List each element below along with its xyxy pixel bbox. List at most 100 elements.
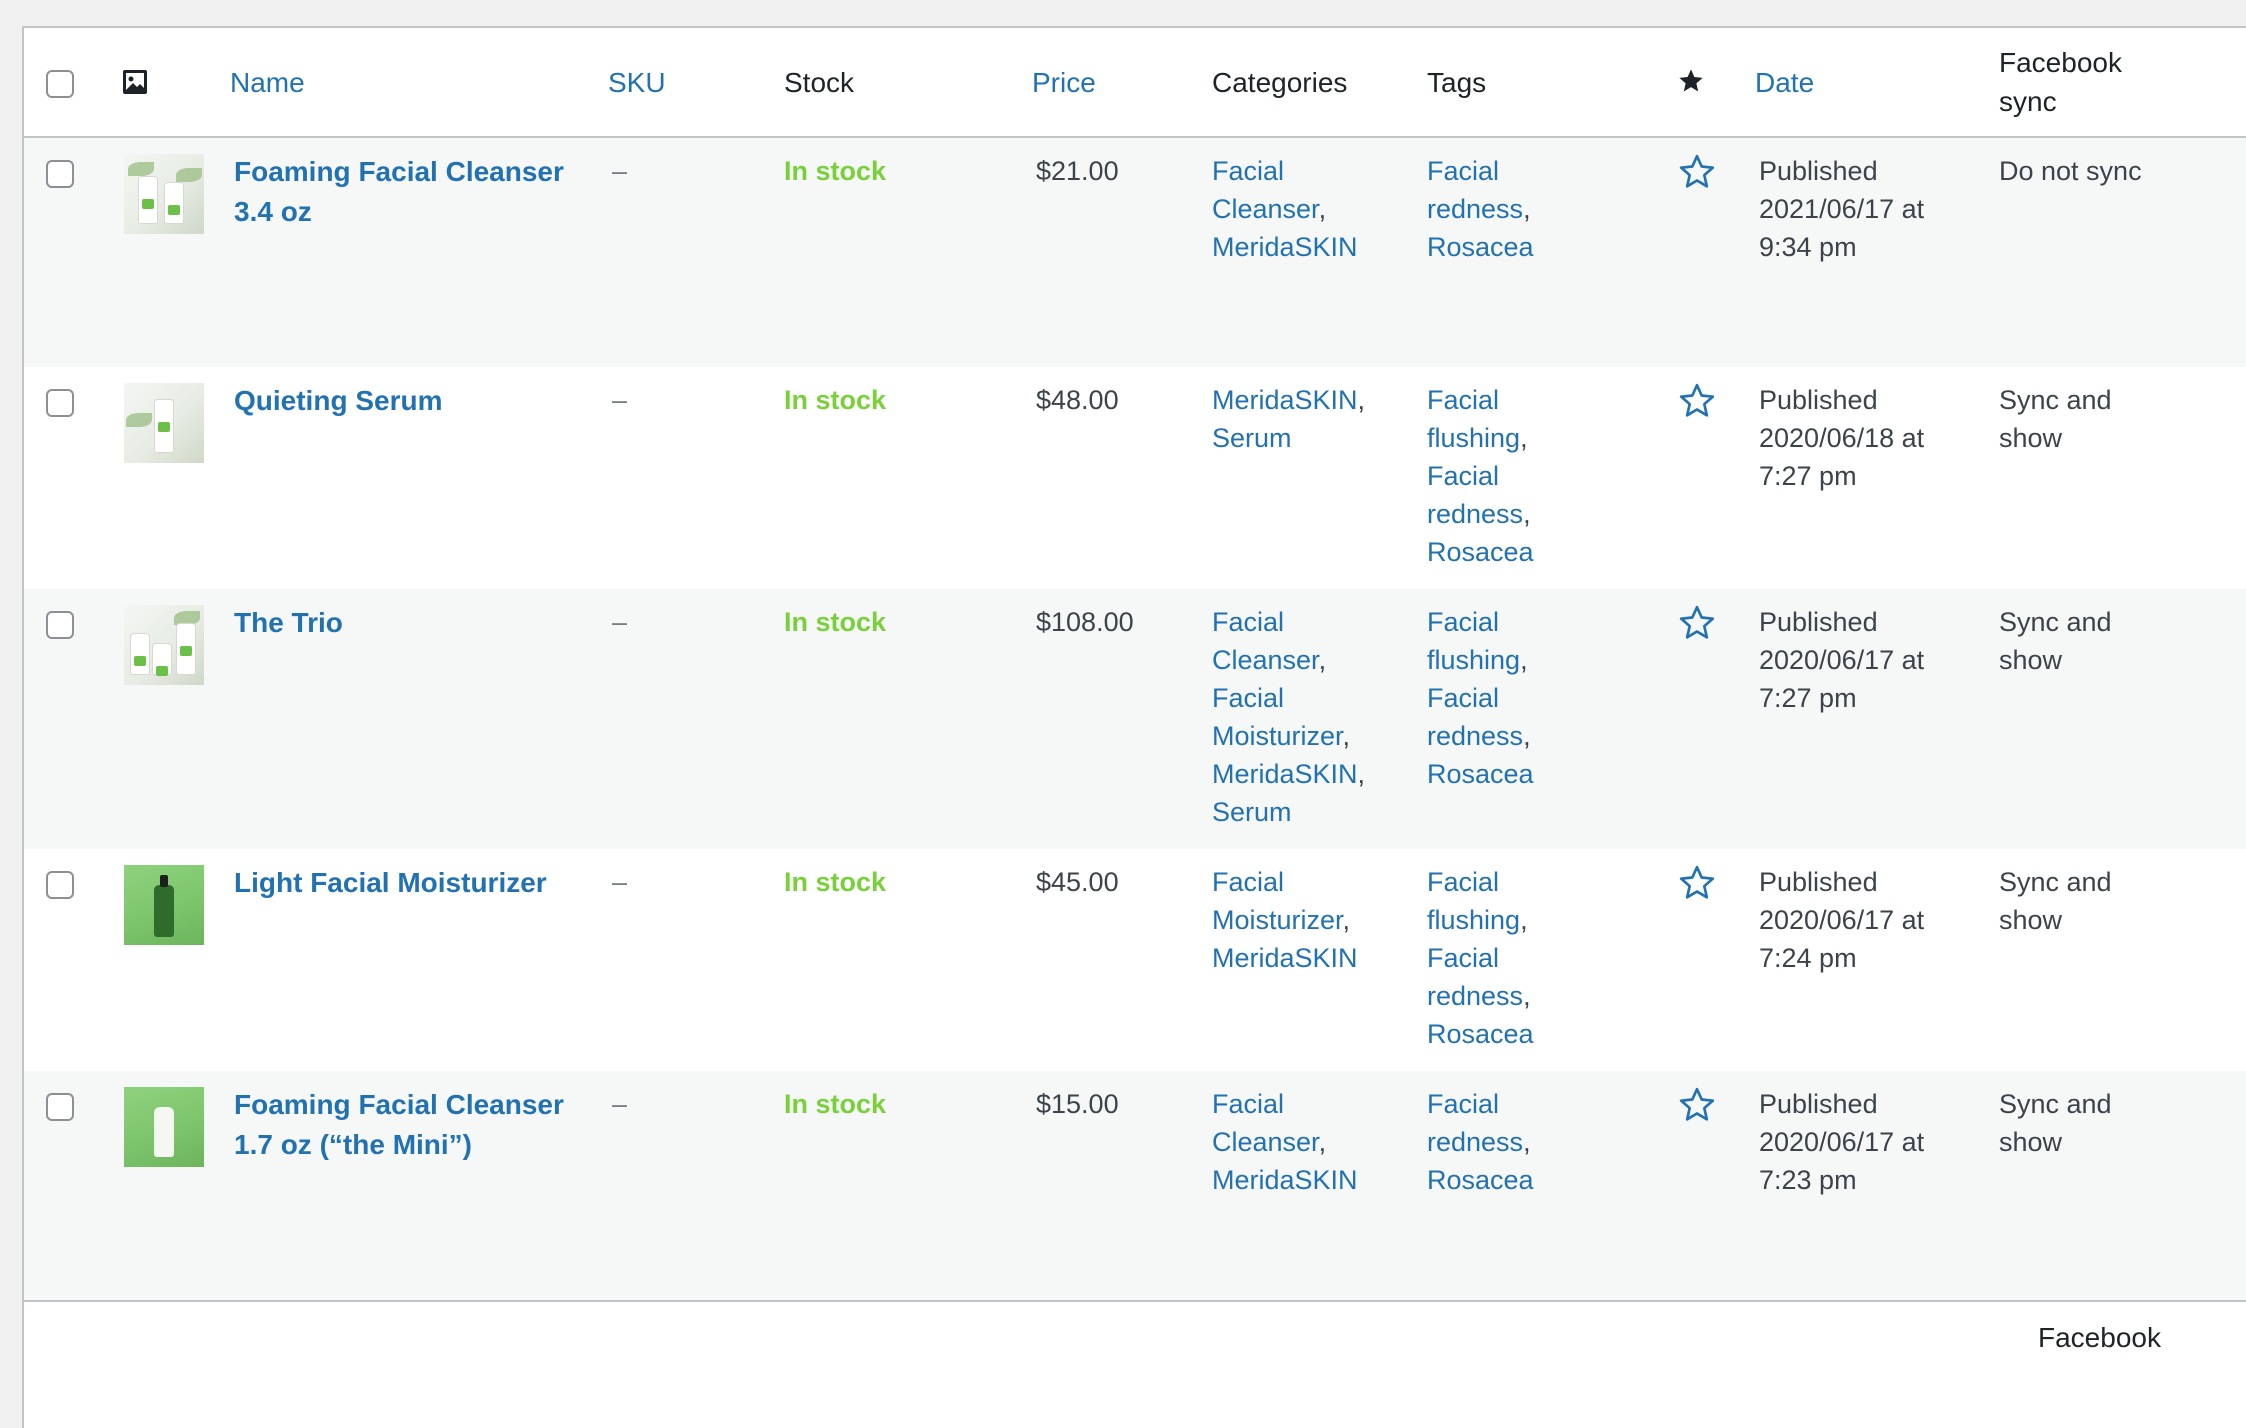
category-link[interactable]: Moisturizer xyxy=(1212,905,1343,935)
price-cell: $48.00 xyxy=(1032,367,1212,589)
category-link[interactable]: Facial xyxy=(1212,607,1285,637)
row-checkbox-cell xyxy=(24,137,122,367)
tag-link[interactable]: redness xyxy=(1427,499,1524,529)
tag-link[interactable]: Facial xyxy=(1427,943,1500,973)
price-column-header[interactable]: Price xyxy=(1032,28,1212,138)
category-line: MeridaSKIN, xyxy=(1212,755,1427,793)
star-outline-icon[interactable] xyxy=(1667,865,1717,909)
price-value: $48.00 xyxy=(1036,385,1119,415)
facebook-sync-cell: Sync and show xyxy=(1999,589,2246,849)
tag-link[interactable]: flushing xyxy=(1427,423,1521,453)
date-cell: Published 2020/06/17 at 7:27 pm xyxy=(1755,589,1999,849)
product-thumbnail[interactable] xyxy=(124,383,204,463)
tag-link[interactable]: redness xyxy=(1427,981,1524,1011)
category-line: MeridaSKIN xyxy=(1212,1161,1427,1199)
tag-link[interactable]: Facial xyxy=(1427,607,1500,637)
product-thumbnail[interactable] xyxy=(124,865,204,945)
product-name-line1: Quieting Serum xyxy=(234,385,443,416)
category-link[interactable]: MeridaSKIN xyxy=(1212,1165,1358,1195)
date-day: 2020/06/17 at xyxy=(1759,645,1925,675)
tag-line: redness, xyxy=(1427,190,1667,228)
category-link[interactable]: Serum xyxy=(1212,423,1292,453)
category-link[interactable]: Serum xyxy=(1212,797,1292,827)
category-link[interactable]: Cleanser xyxy=(1212,194,1319,224)
date-status: Published xyxy=(1759,156,1878,186)
row-checkbox[interactable] xyxy=(46,1093,74,1121)
product-thumbnail[interactable] xyxy=(124,154,204,234)
category-link[interactable]: Cleanser xyxy=(1212,1127,1319,1157)
category-link[interactable]: MeridaSKIN xyxy=(1212,385,1358,415)
tag-link[interactable]: Facial xyxy=(1427,1089,1500,1119)
sku-column-header[interactable]: SKU xyxy=(608,28,784,138)
category-line: MeridaSKIN, xyxy=(1212,381,1427,419)
date-time: 7:27 pm xyxy=(1759,683,1857,713)
select-all-checkbox[interactable] xyxy=(46,69,74,98)
thumbnail-cell xyxy=(122,849,230,1071)
category-link[interactable]: Facial xyxy=(1212,156,1285,186)
category-link[interactable]: MeridaSKIN xyxy=(1212,759,1358,789)
star-outline-icon[interactable] xyxy=(1667,1087,1717,1131)
featured-cell xyxy=(1667,1071,1755,1301)
category-link[interactable]: Facial xyxy=(1212,1089,1285,1119)
sku-value: – xyxy=(612,1089,628,1119)
date-status: Published xyxy=(1759,607,1878,637)
tag-line: Rosacea xyxy=(1427,228,1667,266)
tag-line: flushing, xyxy=(1427,641,1667,679)
table-bottom-border xyxy=(22,1300,2246,1302)
tag-link[interactable]: Facial xyxy=(1427,683,1500,713)
featured-cell xyxy=(1667,367,1755,589)
tag-link[interactable]: Facial xyxy=(1427,385,1500,415)
footer-facebook-sync-header: Facebook xyxy=(2038,1322,2161,1353)
facebook-sync-line2: show xyxy=(1999,645,2063,675)
featured-column-header[interactable] xyxy=(1667,28,1755,138)
categories-cell: Facial Moisturizer, MeridaSKIN xyxy=(1212,849,1427,1071)
facebook-sync-line1: Sync and xyxy=(1999,607,2112,637)
separator: , xyxy=(1523,499,1531,529)
category-link[interactable]: Cleanser xyxy=(1212,645,1319,675)
product-name-link[interactable]: The Trio xyxy=(234,589,608,643)
category-link[interactable]: MeridaSKIN xyxy=(1212,943,1358,973)
category-line: Moisturizer, xyxy=(1212,717,1427,755)
product-name-link[interactable]: Quieting Serum xyxy=(234,367,608,421)
row-checkbox[interactable] xyxy=(46,611,74,639)
tag-link[interactable]: Rosacea xyxy=(1427,759,1534,789)
tag-link[interactable]: redness xyxy=(1427,1127,1524,1157)
product-thumbnail[interactable] xyxy=(124,1087,204,1167)
row-checkbox[interactable] xyxy=(46,160,74,188)
name-column-header[interactable]: Name xyxy=(230,28,608,138)
tag-link[interactable]: Rosacea xyxy=(1427,537,1534,567)
separator: , xyxy=(1342,905,1351,935)
facebook-sync-line2: show xyxy=(1999,423,2063,453)
tag-link[interactable]: redness xyxy=(1427,194,1524,224)
category-link[interactable]: Facial xyxy=(1212,867,1285,897)
separator: , xyxy=(1342,721,1351,751)
category-link[interactable]: Moisturizer xyxy=(1212,721,1343,751)
tag-line: Facial xyxy=(1427,939,1667,977)
tag-link[interactable]: Facial xyxy=(1427,461,1500,491)
date-column-header[interactable]: Date xyxy=(1755,28,1999,138)
tag-link[interactable]: Rosacea xyxy=(1427,232,1534,262)
star-outline-icon[interactable] xyxy=(1667,383,1717,427)
tag-link[interactable]: flushing xyxy=(1427,905,1521,935)
row-checkbox[interactable] xyxy=(46,871,74,899)
product-thumbnail[interactable] xyxy=(124,605,204,685)
separator: , xyxy=(1357,759,1366,789)
product-name-link[interactable]: Foaming Facial Cleanser 1.7 oz (“the Mini… xyxy=(234,1071,608,1165)
tag-link[interactable]: redness xyxy=(1427,721,1524,751)
star-filled-icon xyxy=(1667,68,1705,101)
product-name-link[interactable]: Foaming Facial Cleanser 3.4 oz xyxy=(234,138,608,232)
tag-link[interactable]: Rosacea xyxy=(1427,1019,1534,1049)
tag-link[interactable]: flushing xyxy=(1427,645,1521,675)
stock-status: In stock xyxy=(784,385,887,415)
row-checkbox[interactable] xyxy=(46,389,74,417)
product-name-link[interactable]: Light Facial Moisturizer xyxy=(234,849,608,903)
star-outline-icon[interactable] xyxy=(1667,154,1717,198)
category-line: Cleanser, xyxy=(1212,641,1427,679)
star-outline-icon[interactable] xyxy=(1667,605,1717,649)
tag-link[interactable]: Rosacea xyxy=(1427,1165,1534,1195)
tag-link[interactable]: Facial xyxy=(1427,867,1500,897)
tag-link[interactable]: Facial xyxy=(1427,156,1500,186)
category-link[interactable]: MeridaSKIN xyxy=(1212,232,1358,262)
category-link[interactable]: Facial xyxy=(1212,683,1285,713)
row-checkbox-cell xyxy=(24,1071,122,1301)
